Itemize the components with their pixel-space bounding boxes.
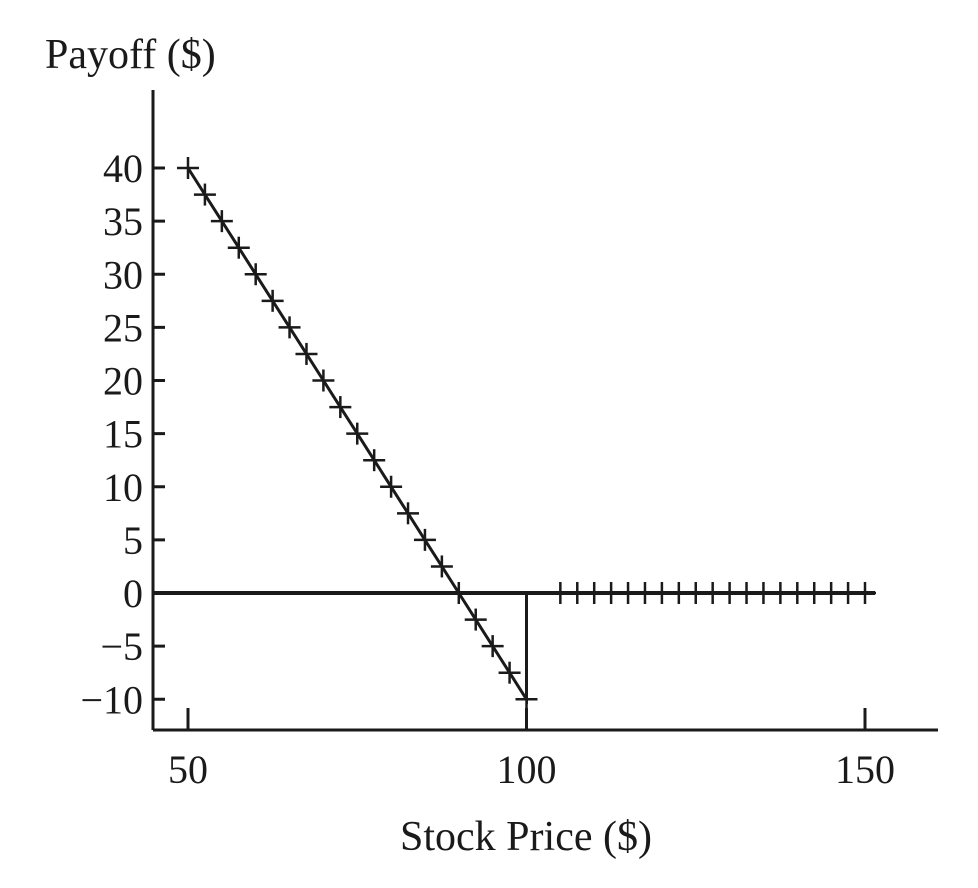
y-tick-label: 35	[103, 199, 143, 244]
data-point-marker	[244, 263, 267, 286]
data-point-marker	[380, 475, 403, 498]
data-point-marker	[193, 183, 216, 206]
x-tick-label: 150	[835, 747, 895, 792]
axes	[151, 90, 938, 732]
data-point-marker	[278, 316, 301, 339]
x-tick-label: 100	[497, 747, 557, 792]
data-point-marker	[329, 396, 352, 419]
y-tick-label: −10	[80, 677, 143, 722]
data-point-marker	[210, 210, 233, 233]
y-tick-label: 30	[103, 252, 143, 297]
data-point-marker	[430, 555, 453, 578]
y-tick-label: 5	[123, 518, 143, 563]
data-point-marker	[261, 289, 284, 312]
x-axis-title: Stock Price ($)	[400, 814, 652, 860]
data-point-marker	[481, 635, 504, 658]
y-tick-label: −5	[100, 624, 143, 669]
data-point-marker	[498, 661, 521, 684]
data-point-marker	[464, 608, 487, 631]
data-point-marker	[447, 582, 470, 604]
y-tick-label: 20	[103, 359, 143, 404]
y-axis-title: Payoff ($)	[45, 32, 216, 78]
data-point-marker	[177, 157, 199, 179]
data-point-marker	[515, 688, 538, 711]
data-point-marker	[854, 582, 876, 604]
x-tick-label: 50	[168, 747, 208, 792]
data-point-marker	[312, 369, 335, 392]
y-tick-label: 25	[103, 305, 143, 350]
y-tick-label: 0	[123, 571, 143, 616]
data-point-marker	[363, 449, 386, 472]
data-point-marker	[413, 528, 436, 551]
y-tick-label: 40	[103, 146, 143, 191]
y-tick-label: 15	[103, 412, 143, 457]
payoff-line	[186, 167, 865, 705]
data-point-marker	[227, 236, 250, 259]
series	[177, 157, 876, 711]
data-point-marker	[346, 422, 369, 445]
data-point-marker	[295, 342, 318, 365]
data-point-marker	[397, 502, 420, 525]
y-tick-label: 10	[103, 465, 143, 510]
